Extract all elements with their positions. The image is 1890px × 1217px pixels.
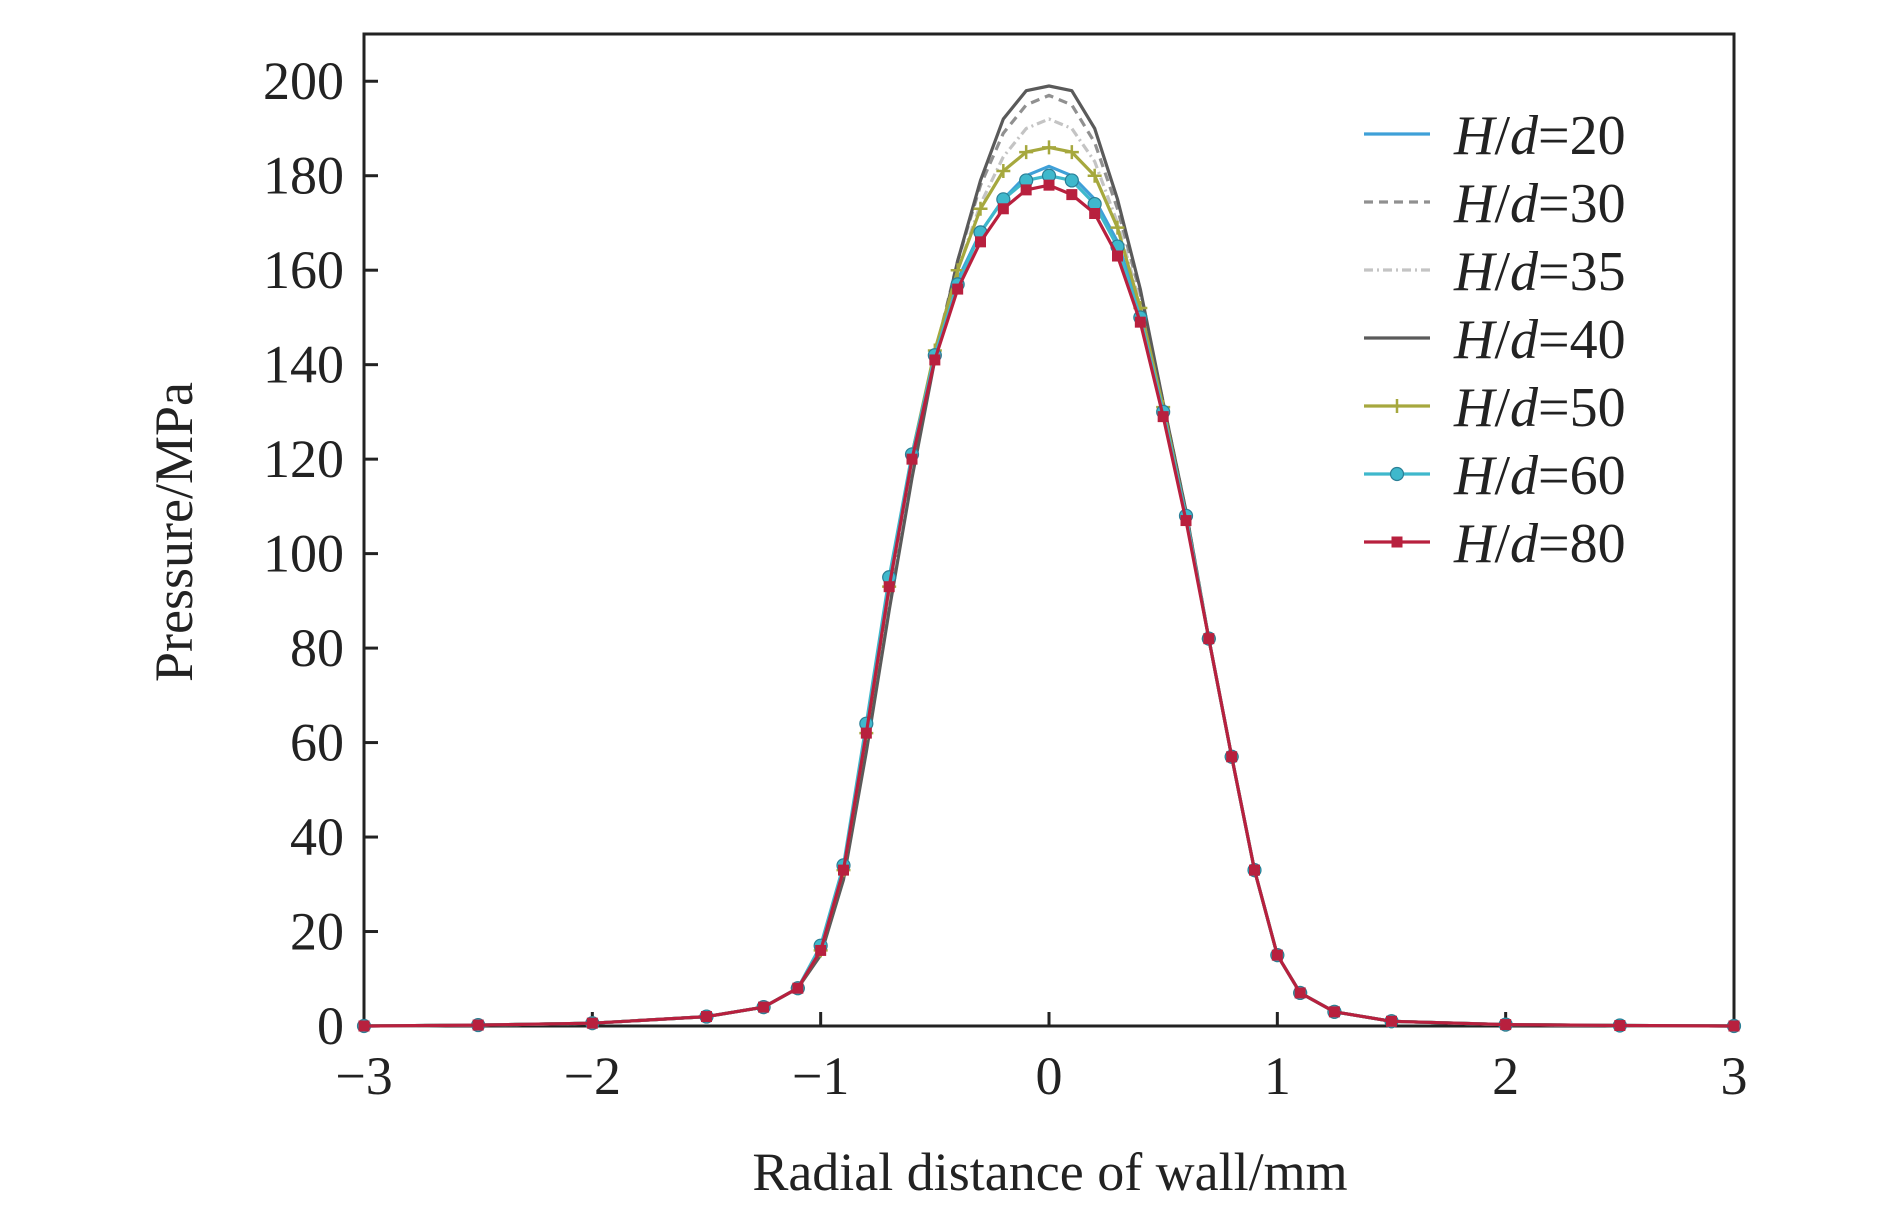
data-point xyxy=(1066,189,1078,201)
data-point xyxy=(472,1019,484,1031)
data-point xyxy=(1042,140,1056,155)
legend-label: H/d=20 xyxy=(1453,105,1626,167)
x-tick-label: −1 xyxy=(792,1046,849,1106)
data-point xyxy=(1294,987,1306,999)
legend-label: H/d=35 xyxy=(1453,241,1626,303)
data-point xyxy=(1064,173,1079,188)
legend-item-h-d-30: H/d=30 xyxy=(1364,173,1626,235)
data-point xyxy=(1328,1006,1340,1018)
series-h-d-35 xyxy=(363,117,1735,1028)
legend-label: H/d=80 xyxy=(1453,513,1626,575)
data-point xyxy=(586,1017,598,1029)
data-point xyxy=(1087,168,1102,183)
x-tick-label: −2 xyxy=(564,1046,621,1106)
data-point xyxy=(860,727,872,739)
data-point xyxy=(1112,250,1123,262)
data-point xyxy=(1064,145,1079,160)
series-h-d-80 xyxy=(358,179,1740,1032)
data-point xyxy=(758,1001,770,1013)
axes: −3 −2 −1 0 1 2 3 0 20 40 60 80 100 120 140 160 180 200 xyxy=(263,32,1748,1106)
x-tick-label: 0 xyxy=(1036,1046,1063,1106)
x-tick-label: 2 xyxy=(1492,1046,1519,1106)
data-point xyxy=(996,163,1011,178)
y-tick-label: 180 xyxy=(263,146,344,206)
data-point xyxy=(1157,411,1169,423)
y-axis-label: Pressure/MPa xyxy=(144,382,204,682)
data-point xyxy=(1271,949,1283,961)
legend-marker xyxy=(1390,399,1404,413)
data-point xyxy=(1203,633,1215,645)
y-tick-label: 20 xyxy=(290,902,344,962)
x-tick-label: −3 xyxy=(335,1046,392,1106)
data-point xyxy=(975,236,986,248)
data-point xyxy=(1180,515,1192,527)
legend-marker xyxy=(1391,536,1403,548)
legend-marker xyxy=(1389,466,1405,482)
legend-label: H/d=50 xyxy=(1453,377,1626,439)
data-point xyxy=(1110,220,1125,235)
y-tick-label: 200 xyxy=(263,51,344,111)
data-point xyxy=(883,581,895,593)
data-point xyxy=(1089,208,1101,220)
data-point xyxy=(1043,179,1055,191)
data-point xyxy=(997,203,1009,215)
y-tick-label: 0 xyxy=(317,996,344,1056)
x-tick-label: 3 xyxy=(1721,1046,1748,1106)
data-point xyxy=(1019,145,1034,160)
y-tick-label: 40 xyxy=(290,807,344,867)
y-tick-label: 120 xyxy=(263,429,344,489)
data-point xyxy=(1226,751,1238,763)
y-tick-label: 140 xyxy=(263,335,344,395)
x-tick-label: 1 xyxy=(1264,1046,1291,1106)
data-point xyxy=(973,201,988,216)
data-point xyxy=(1728,1020,1740,1032)
legend-label: H/d=30 xyxy=(1453,173,1626,235)
data-point xyxy=(1249,864,1260,876)
y-tick-label: 80 xyxy=(290,618,344,678)
series-layer xyxy=(356,84,1742,1034)
legend-item-h-d-20: H/d=20 xyxy=(1364,105,1626,167)
data-point xyxy=(929,354,941,366)
data-point xyxy=(358,1020,370,1032)
data-point xyxy=(1614,1020,1626,1032)
data-point xyxy=(1134,316,1146,328)
data-point xyxy=(792,982,804,994)
data-point xyxy=(701,1011,712,1023)
data-point xyxy=(838,864,849,876)
legend-item-h-d-80: H/d=80 xyxy=(1364,513,1626,575)
legend-label: H/d=60 xyxy=(1453,445,1626,507)
legend-item-h-d-60: H/d=60 xyxy=(1364,445,1626,507)
legend-label: H/d=40 xyxy=(1453,309,1626,371)
data-point xyxy=(1386,1015,1397,1027)
x-axis-label: Radial distance of wall/mm xyxy=(752,1142,1347,1202)
series-line-h-d-60 xyxy=(363,174,1735,1028)
data-point xyxy=(906,453,918,465)
data-point xyxy=(952,283,964,295)
y-tick-label: 160 xyxy=(263,240,344,300)
data-point xyxy=(815,944,827,956)
data-point xyxy=(1500,1019,1512,1031)
y-tick-label: 60 xyxy=(290,713,344,773)
legend-item-h-d-35: H/d=35 xyxy=(1364,241,1626,303)
data-point xyxy=(1020,184,1032,196)
legend: H/d=20H/d=30H/d=35H/d=40H/d=50H/d=60H/d=… xyxy=(1364,105,1626,575)
y-tick-label: 100 xyxy=(263,524,344,584)
legend-item-h-d-40: H/d=40 xyxy=(1364,309,1626,371)
series-line-h-d-35 xyxy=(363,117,1735,1028)
legend-item-h-d-50: H/d=50 xyxy=(1364,377,1626,439)
